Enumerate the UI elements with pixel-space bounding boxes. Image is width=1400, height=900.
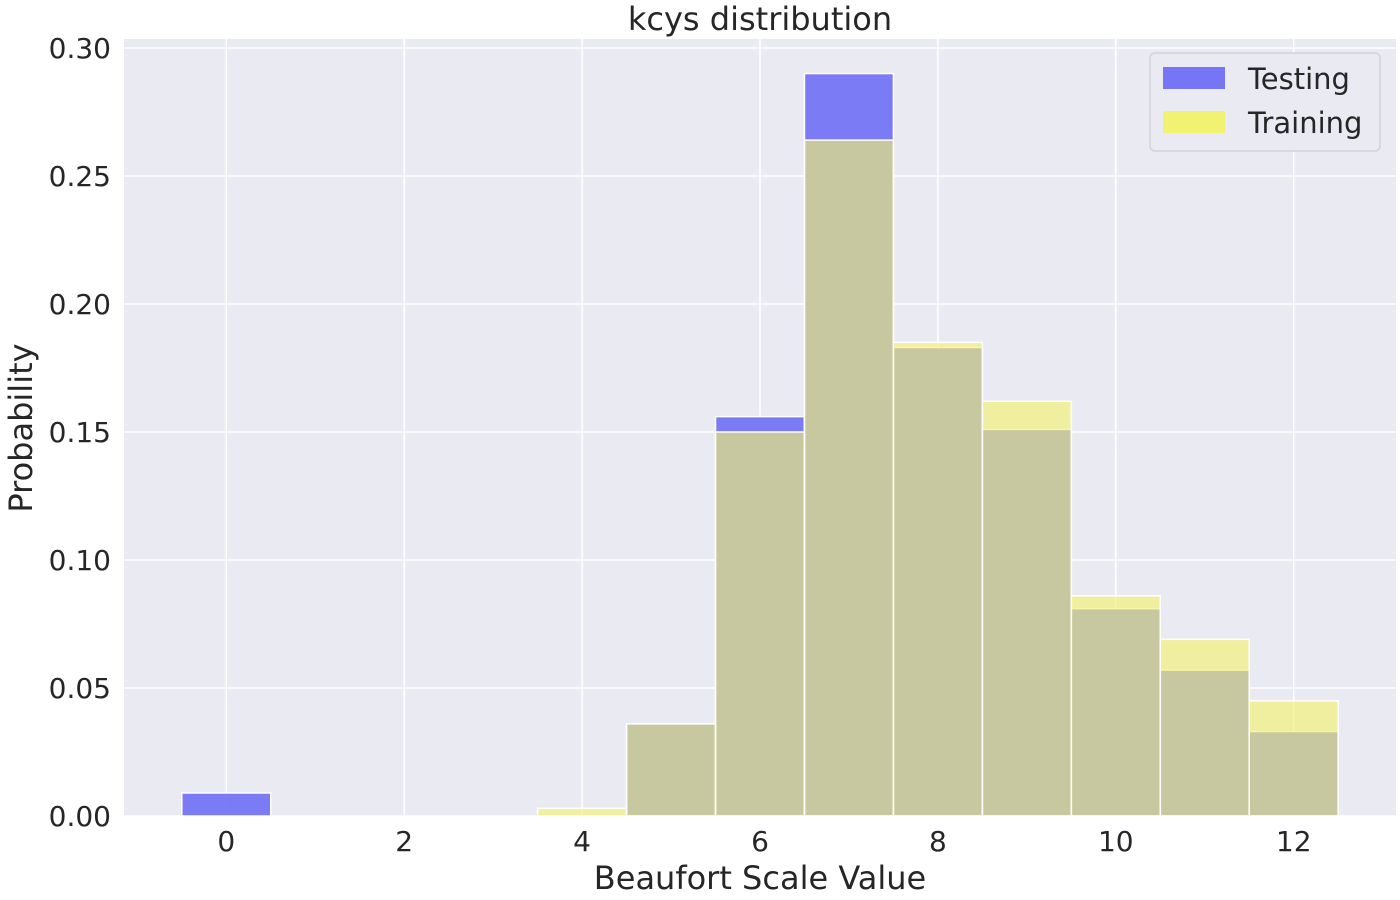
chart-title: kcys distribution (628, 0, 892, 38)
y-tick-label: 0.05 (49, 672, 111, 705)
y-tick-label: 0.20 (49, 288, 111, 321)
y-tick-label: 0.15 (49, 416, 111, 449)
x-tick-label: 6 (751, 825, 769, 858)
training-bar (1248, 700, 1339, 817)
x-tick-label: 4 (573, 825, 591, 858)
training-bar (625, 723, 717, 817)
legend: Testing Training (1149, 52, 1381, 152)
x-axis-label: Beaufort Scale Value (594, 859, 926, 897)
training-bars (536, 139, 1339, 817)
legend-swatch-training (1163, 111, 1225, 133)
training-bar (1070, 595, 1162, 817)
legend-swatch-testing (1163, 67, 1225, 89)
training-bar (536, 807, 628, 817)
training-bar (892, 341, 984, 817)
legend-label-training: Training (1247, 106, 1362, 140)
training-bar (714, 431, 806, 817)
x-tick-label: 10 (1098, 825, 1134, 858)
testing-bar (181, 792, 272, 817)
y-axis-label: Probability (2, 343, 40, 512)
y-tick-label: 0.00 (49, 800, 111, 833)
y-tick-label: 0.10 (49, 544, 111, 577)
training-bar (981, 400, 1073, 817)
x-tick-label: 2 (395, 825, 413, 858)
y-tick-labels: 0.00 0.05 0.10 0.15 0.20 0.25 0.30 (49, 32, 111, 833)
legend-label-testing: Testing (1247, 62, 1350, 96)
training-bar (803, 139, 895, 817)
y-tick-label: 0.30 (49, 32, 111, 65)
x-tick-label: 8 (929, 825, 947, 858)
x-tick-label: 0 (217, 825, 235, 858)
x-tick-label: 12 (1276, 825, 1312, 858)
training-bar (1159, 638, 1250, 817)
x-tick-labels: 0 2 4 6 8 10 12 (217, 825, 1311, 858)
y-tick-label: 0.25 (49, 160, 111, 193)
